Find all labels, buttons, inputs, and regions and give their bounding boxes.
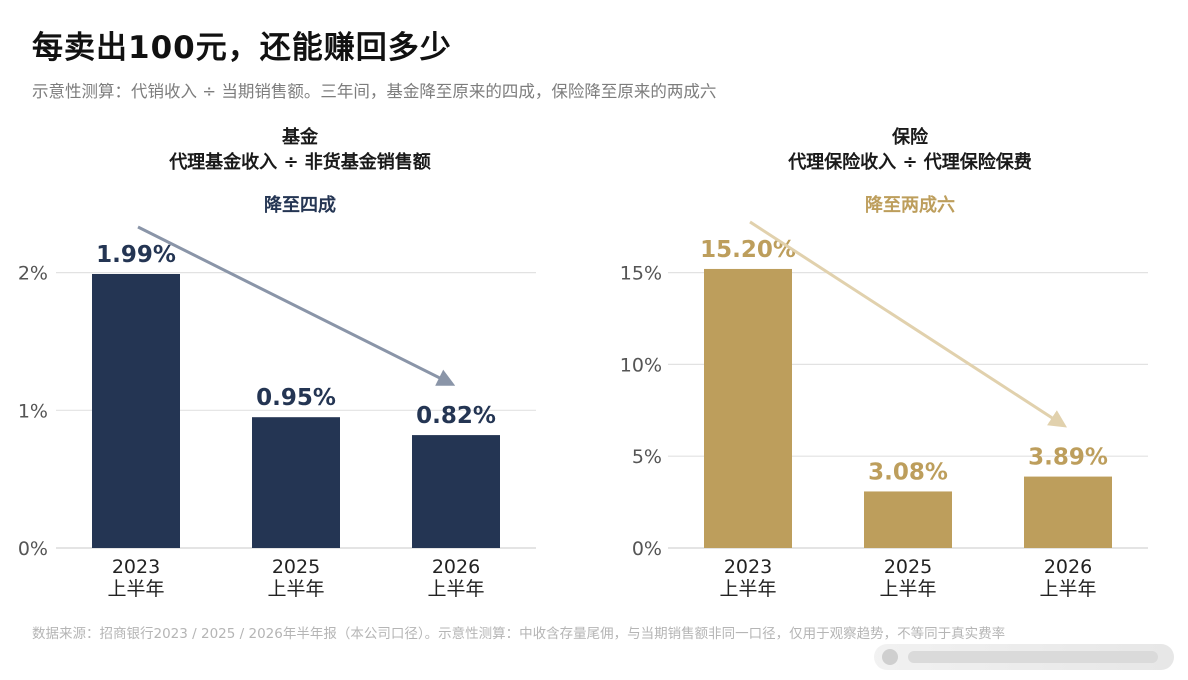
fund-ytick-label: 1% — [18, 400, 48, 422]
insurance-trend-arrow — [749, 220, 1068, 428]
fund-trend-arrow — [137, 225, 456, 386]
insurance-ytick-label: 5% — [632, 446, 662, 468]
insurance-xtick-label: 上半年 — [1039, 578, 1096, 600]
insurance-panel-heading: 保险 代理保险收入 ÷ 代理保险保费 — [690, 125, 1130, 175]
insurance-bar — [1024, 476, 1112, 548]
fund-xtick-label: 2026 — [432, 556, 480, 578]
insurance-ytick-label: 15% — [620, 263, 662, 285]
insurance-xtick-label: 上半年 — [719, 578, 776, 600]
insurance-panel-title: 保险 — [892, 127, 928, 148]
insurance-annotation: 降至两成六 — [865, 195, 955, 216]
fund-bar — [252, 417, 340, 548]
fund-panel-heading: 基金 代理基金收入 ÷ 非货基金销售额 — [80, 125, 520, 175]
fund-xtick-label: 2025 — [272, 556, 320, 578]
insurance-value-label: 3.08% — [868, 459, 948, 485]
watermark — [874, 644, 1174, 670]
insurance-xtick-label: 上半年 — [879, 578, 936, 600]
insurance-panel-formula: 代理保险收入 ÷ 代理保险保费 — [788, 152, 1032, 173]
fund-panel-formula: 代理基金收入 ÷ 非货基金销售额 — [169, 152, 431, 173]
fund-panel-title: 基金 — [282, 127, 318, 148]
fund-xtick-label: 上半年 — [107, 578, 164, 600]
fund-bar — [92, 273, 180, 548]
source-note: 数据来源：招商银行2023 / 2025 / 2026年半年报（本公司口径）。示… — [32, 626, 1006, 642]
fund-bar — [412, 435, 500, 548]
insurance-chart: 0%5%10%15%15.20%2023上半年3.08%2025上半年3.89%… — [620, 220, 1148, 600]
fund-xtick-label: 上半年 — [267, 578, 324, 600]
insurance-xtick-label: 2023 — [724, 556, 772, 578]
fund-value-label: 0.82% — [416, 403, 496, 429]
insurance-ytick-label: 0% — [632, 538, 662, 560]
page-title: 每卖出100元，还能赚回多少 — [32, 30, 452, 66]
fund-value-label: 0.95% — [256, 385, 336, 411]
page-subtitle: 示意性测算：代销收入 ÷ 当期销售额。三年间，基金降至原来的四成，保险降至原来的… — [32, 82, 717, 101]
fund-chart: 0%1%2%1.99%2023上半年0.95%2025上半年0.82%2026上… — [18, 225, 536, 600]
fund-xtick-label: 上半年 — [427, 578, 484, 600]
insurance-value-label: 3.89% — [1028, 445, 1108, 471]
insurance-xtick-label: 2025 — [884, 556, 932, 578]
insurance-xtick-label: 2026 — [1044, 556, 1092, 578]
insurance-bar — [864, 491, 952, 548]
fund-xtick-label: 2023 — [112, 556, 160, 578]
fund-ytick-label: 2% — [18, 263, 48, 285]
fund-ytick-label: 0% — [18, 538, 48, 560]
watermark-placeholder-icon — [882, 649, 1158, 665]
insurance-ytick-label: 10% — [620, 354, 662, 376]
fund-annotation: 降至四成 — [264, 195, 336, 216]
insurance-bar — [704, 268, 792, 548]
fund-value-label: 1.99% — [96, 242, 176, 268]
